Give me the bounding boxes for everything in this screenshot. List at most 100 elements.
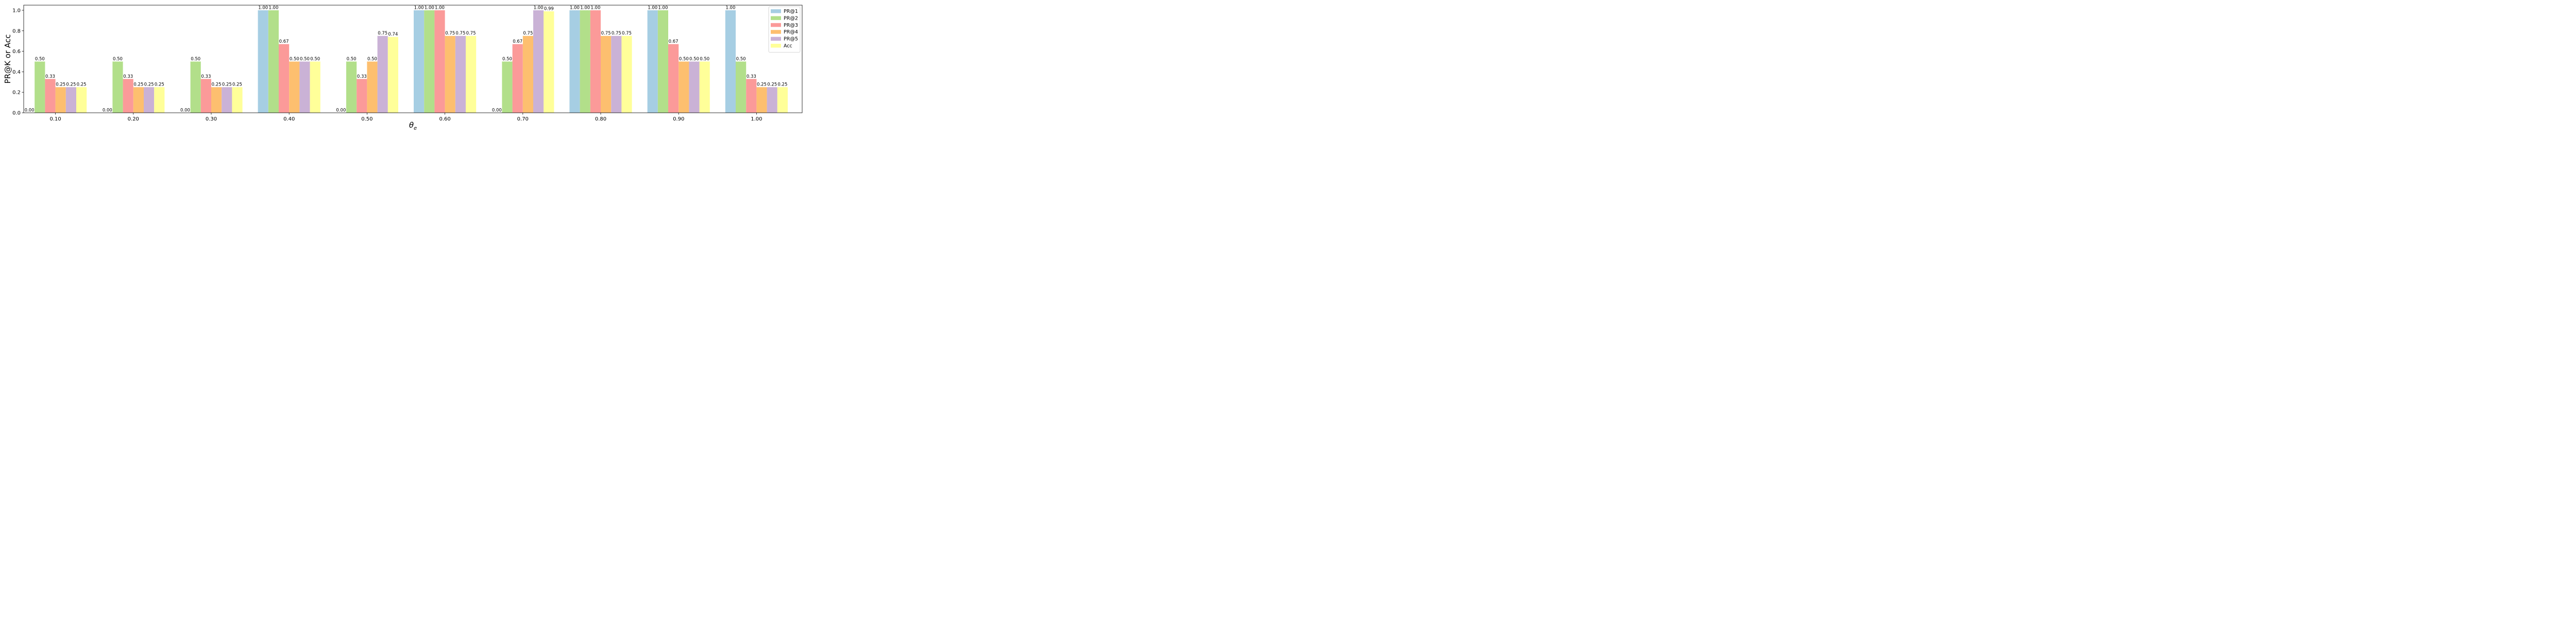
bar-value-label: 0.75 bbox=[523, 31, 533, 36]
bar bbox=[725, 10, 736, 113]
bar-value-label: 0.25 bbox=[222, 82, 232, 88]
bar bbox=[112, 61, 123, 113]
bar bbox=[533, 10, 544, 113]
bar-value-label: 0.50 bbox=[347, 57, 357, 62]
bar-value-label: 0.50 bbox=[502, 57, 512, 62]
bar-value-label: 0.25 bbox=[77, 82, 87, 88]
bar bbox=[601, 36, 612, 113]
x-axis: 0.10 0.20 0.30 0.40 0.50 0.60 0.70 0.80 0.90 1.00 bbox=[49, 113, 762, 122]
bar-value-label: 0.25 bbox=[767, 82, 777, 88]
bar bbox=[232, 87, 243, 113]
y-axis-label: PR@K or Acc bbox=[3, 35, 12, 84]
bar bbox=[190, 61, 201, 113]
bar bbox=[357, 79, 367, 113]
bar bbox=[144, 87, 155, 113]
y-tick-label: 0.4 bbox=[12, 70, 21, 75]
legend-label: PR@5 bbox=[784, 37, 798, 42]
x-tick-label: 0.60 bbox=[439, 116, 450, 122]
bar-value-label: 1.00 bbox=[580, 5, 590, 10]
bar bbox=[211, 87, 222, 113]
legend-swatch bbox=[771, 37, 781, 41]
bar bbox=[65, 87, 76, 113]
bar bbox=[414, 10, 425, 113]
bar-value-label: 1.00 bbox=[435, 5, 445, 10]
y-tick-label: 0.2 bbox=[12, 90, 21, 96]
legend-label: PR@1 bbox=[784, 9, 798, 14]
x-tick-label: 0.40 bbox=[283, 116, 295, 122]
bar-value-label: 0.75 bbox=[445, 31, 455, 36]
legend-label: Acc bbox=[784, 43, 792, 49]
bar-value-label: 0.99 bbox=[544, 6, 554, 11]
bar-value-label: 0.25 bbox=[212, 82, 222, 88]
bar bbox=[346, 61, 357, 113]
x-tick-label: 0.80 bbox=[595, 116, 606, 122]
bar-value-label: 0.25 bbox=[155, 82, 164, 88]
bar-value-label: 0.75 bbox=[455, 31, 465, 36]
bar-value-label: 0.50 bbox=[300, 57, 310, 62]
bar bbox=[668, 44, 679, 113]
bar-value-label: 0.50 bbox=[113, 57, 123, 62]
bar-value-label: 0.25 bbox=[56, 82, 65, 88]
bar bbox=[222, 87, 232, 113]
legend-swatch bbox=[771, 23, 781, 27]
bar bbox=[133, 87, 144, 113]
bar bbox=[367, 61, 378, 113]
bar bbox=[647, 10, 658, 113]
y-tick-label: 0.0 bbox=[12, 111, 21, 116]
plot-frame bbox=[23, 5, 803, 113]
bar-value-label: 0.75 bbox=[622, 31, 632, 36]
bar bbox=[544, 11, 554, 113]
x-axis-label-subscript: e bbox=[414, 126, 417, 131]
bar-value-label: 1.00 bbox=[534, 5, 544, 10]
bar bbox=[377, 36, 388, 113]
y-tick-label: 1.0 bbox=[12, 8, 21, 13]
chart: 0.000.500.330.25 0.25 0.250.000.500.330.25… bbox=[3, 5, 803, 131]
bar-value-label: 0.00 bbox=[180, 108, 190, 113]
bar-labels-layer: 0.000.500.330.25 0.25 0.250.000.500.330.25… bbox=[25, 5, 788, 113]
bar bbox=[777, 87, 788, 113]
bar bbox=[35, 61, 45, 113]
legend-label: PR@4 bbox=[784, 29, 798, 35]
bar-value-label: 1.00 bbox=[725, 5, 735, 10]
legend-label: PR@2 bbox=[784, 15, 798, 21]
bar-value-label: 0.00 bbox=[25, 108, 35, 113]
bar-value-label: 1.00 bbox=[590, 5, 600, 10]
bar-value-label: 1.00 bbox=[258, 5, 268, 10]
y-tick-label: 0.6 bbox=[12, 49, 21, 55]
bar-value-label: 0.75 bbox=[612, 31, 621, 36]
bar bbox=[387, 37, 398, 113]
bar-value-label: 0.33 bbox=[45, 74, 55, 79]
bar bbox=[621, 36, 632, 113]
bar-value-label: 1.00 bbox=[268, 5, 278, 10]
x-tick-label: 0.70 bbox=[517, 116, 529, 122]
bar bbox=[445, 36, 455, 113]
bar-value-label: 0.50 bbox=[191, 57, 200, 62]
legend-swatch bbox=[771, 30, 781, 34]
bar-value-label: 0.50 bbox=[679, 57, 689, 62]
bar-value-label: 0.67 bbox=[513, 39, 522, 44]
bar-value-label: 0.50 bbox=[736, 57, 746, 62]
bar bbox=[699, 61, 710, 113]
bar bbox=[268, 10, 279, 113]
bar-value-label: 0.75 bbox=[378, 31, 387, 36]
bar bbox=[679, 61, 689, 113]
bar-value-label: 1.00 bbox=[658, 5, 668, 10]
bar bbox=[736, 61, 747, 113]
bar bbox=[289, 61, 300, 113]
bar-value-label: 0.75 bbox=[601, 31, 611, 36]
bar-value-label: 0.33 bbox=[747, 74, 756, 79]
bar-value-label: 0.33 bbox=[357, 74, 367, 79]
bar-value-label: 1.00 bbox=[414, 5, 424, 10]
bar-value-label: 0.00 bbox=[103, 108, 112, 113]
bar bbox=[580, 10, 590, 113]
bar bbox=[522, 36, 533, 113]
bar-value-label: 0.25 bbox=[66, 82, 76, 88]
bar-value-label: 0.33 bbox=[123, 74, 133, 79]
bar-value-label: 0.75 bbox=[466, 31, 476, 36]
bar-value-label: 0.25 bbox=[777, 82, 787, 88]
bar bbox=[466, 36, 477, 113]
bar bbox=[310, 61, 320, 113]
bar-value-label: 1.00 bbox=[570, 5, 580, 10]
bar-value-label: 1.00 bbox=[648, 5, 657, 10]
